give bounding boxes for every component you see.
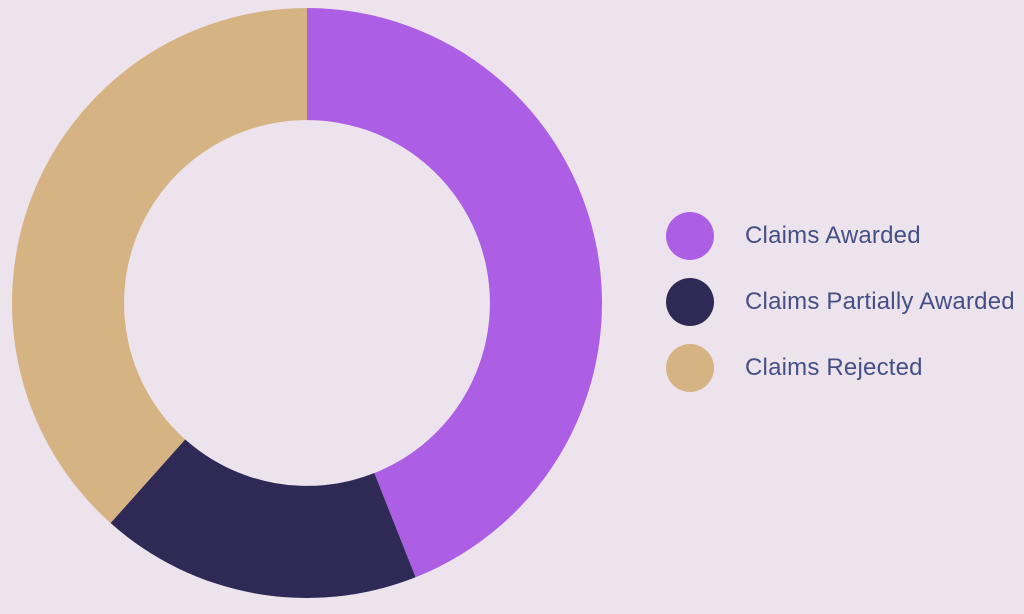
- legend-label: Claims Partially Awarded: [745, 288, 1015, 315]
- legend-item-claims-rejected[interactable]: Claims Rejected: [666, 344, 1015, 392]
- legend-label: Claims Rejected: [745, 354, 923, 381]
- slice-claims-rejected[interactable]: [12, 8, 308, 524]
- donut-chart: [12, 8, 602, 598]
- chart-legend: Claims Awarded Claims Partially Awarded …: [666, 212, 1015, 392]
- legend-label: Claims Awarded: [745, 222, 921, 249]
- circle-swatch-icon: [666, 212, 714, 260]
- legend-item-claims-awarded[interactable]: Claims Awarded: [666, 212, 1015, 260]
- slice-claims-awarded[interactable]: [307, 8, 602, 578]
- circle-swatch-icon: [666, 344, 714, 392]
- circle-swatch-icon: [666, 278, 714, 326]
- slice-claims-partially-awarded[interactable]: [110, 439, 416, 598]
- legend-item-claims-partially-awarded[interactable]: Claims Partially Awarded: [666, 278, 1015, 326]
